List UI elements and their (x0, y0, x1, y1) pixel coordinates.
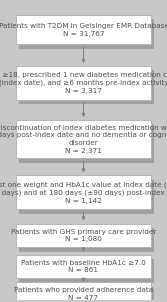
FancyBboxPatch shape (16, 255, 151, 278)
Text: Patients who provided adherence data
N = 477: Patients who provided adherence data N =… (14, 287, 153, 301)
FancyBboxPatch shape (19, 180, 154, 214)
FancyBboxPatch shape (16, 120, 151, 159)
FancyBboxPatch shape (19, 228, 154, 252)
FancyBboxPatch shape (19, 124, 154, 163)
FancyBboxPatch shape (19, 19, 154, 49)
FancyBboxPatch shape (16, 175, 151, 210)
Text: No discontinuation of index diabetes medication within
30 days post-index date a: No discontinuation of index diabetes med… (0, 124, 167, 154)
Text: Patients with baseline HbA1c ≥7.0
N = 861: Patients with baseline HbA1c ≥7.0 N = 86… (21, 260, 146, 273)
FancyBboxPatch shape (16, 223, 151, 247)
FancyBboxPatch shape (19, 259, 154, 283)
Text: Patients with GHS primary care provider
N = 1,080: Patients with GHS primary care provider … (11, 229, 156, 242)
FancyBboxPatch shape (16, 15, 151, 44)
Text: Age ≥18, prescribed 1 new diabetes medication class
(index date), and ≥6 months : Age ≥18, prescribed 1 new diabetes medic… (0, 72, 167, 94)
FancyBboxPatch shape (19, 287, 154, 302)
FancyBboxPatch shape (19, 70, 154, 104)
Text: Patients with T2DM in Geisinger EMR Database
N = 31,767: Patients with T2DM in Geisinger EMR Data… (0, 23, 167, 37)
Text: At least one weight and HbA1c value at index date (-90 to
+30 days) and at 180 d: At least one weight and HbA1c value at i… (0, 181, 167, 204)
FancyBboxPatch shape (16, 66, 151, 100)
FancyBboxPatch shape (16, 282, 151, 302)
